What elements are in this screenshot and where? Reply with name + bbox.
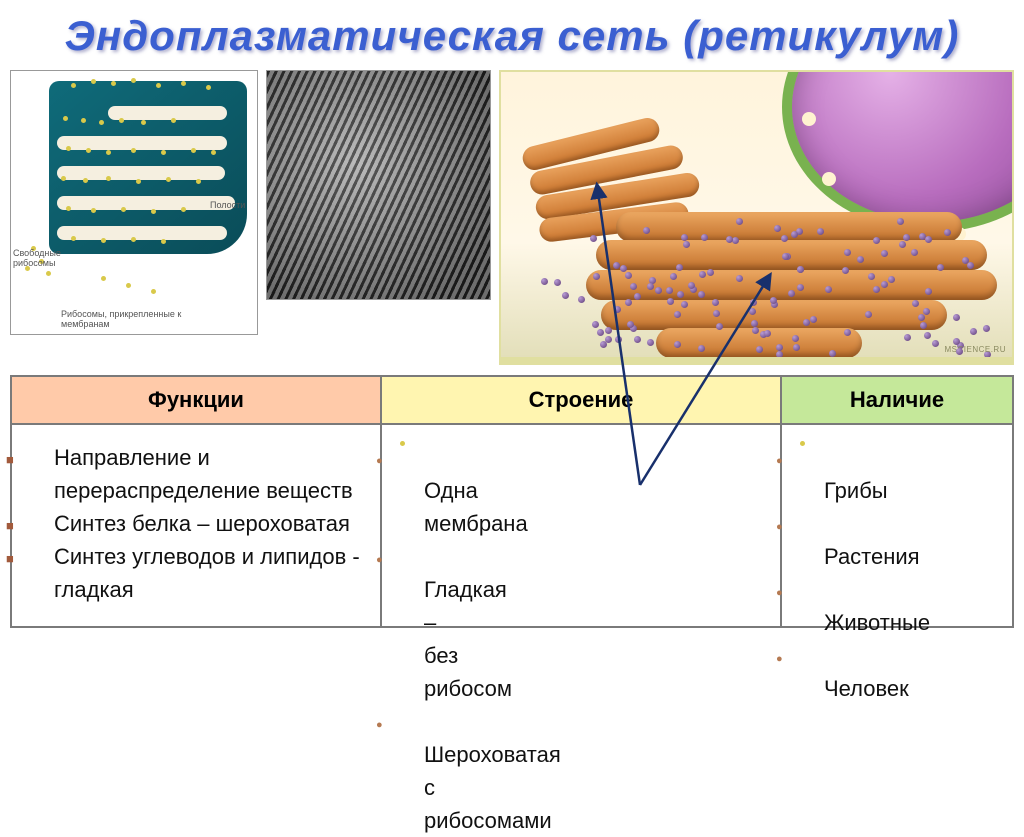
- header-structure: Строение: [381, 376, 781, 424]
- label-attached-ribosomes: Рибосомы, прикрепленные к мембранам: [61, 310, 231, 330]
- slide-title-container: Эндоплазматическая сеть (ретикулум): [0, 0, 1024, 70]
- list-item: Синтез белка – шероховатая: [54, 507, 366, 540]
- label-cavities: Полости: [210, 201, 252, 211]
- er-micrograph-graphic: [267, 71, 490, 299]
- rough-er-graphic: [586, 212, 1002, 337]
- header-presence: Наличие: [781, 376, 1013, 424]
- cell-structure: Одна мембрана Гладкая – без рибосом Шеро…: [381, 424, 781, 627]
- er-diagram-labeled-graphic: Свободные рибосомы Полости Рибосомы, при…: [11, 71, 257, 334]
- comparison-table: Функции Строение Наличие Направление и п…: [10, 375, 1014, 628]
- er-3d-illustration: MSCIENCE.RU: [499, 70, 1014, 365]
- presence-list: Грибы Растения Животные Человек: [800, 441, 805, 446]
- functions-list: Направление и перераспределение веществ …: [30, 441, 366, 606]
- slide-title: Эндоплазматическая сеть (ретикулум): [65, 12, 960, 59]
- er-micrograph: [266, 70, 491, 300]
- header-functions: Функции: [11, 376, 381, 424]
- cell-presence: Грибы Растения Животные Человек: [781, 424, 1013, 627]
- er-diagram-labeled: Свободные рибосомы Полости Рибосомы, при…: [10, 70, 258, 335]
- image-row: Свободные рибосомы Полости Рибосомы, при…: [0, 70, 1024, 371]
- structure-list: Одна мембрана Гладкая – без рибосом Шеро…: [400, 441, 405, 446]
- list-item: Синтез углеводов и липидов - гладкая: [54, 540, 366, 606]
- label-free-ribosomes: Свободные рибосомы: [13, 249, 73, 269]
- cell-functions: Направление и перераспределение веществ …: [11, 424, 381, 627]
- image-watermark: MSCIENCE.RU: [944, 345, 1006, 354]
- er-3d-illustration-graphic: MSCIENCE.RU: [501, 72, 1012, 357]
- list-item: Направление и перераспределение веществ: [54, 441, 366, 507]
- nucleus-graphic: [782, 70, 1014, 232]
